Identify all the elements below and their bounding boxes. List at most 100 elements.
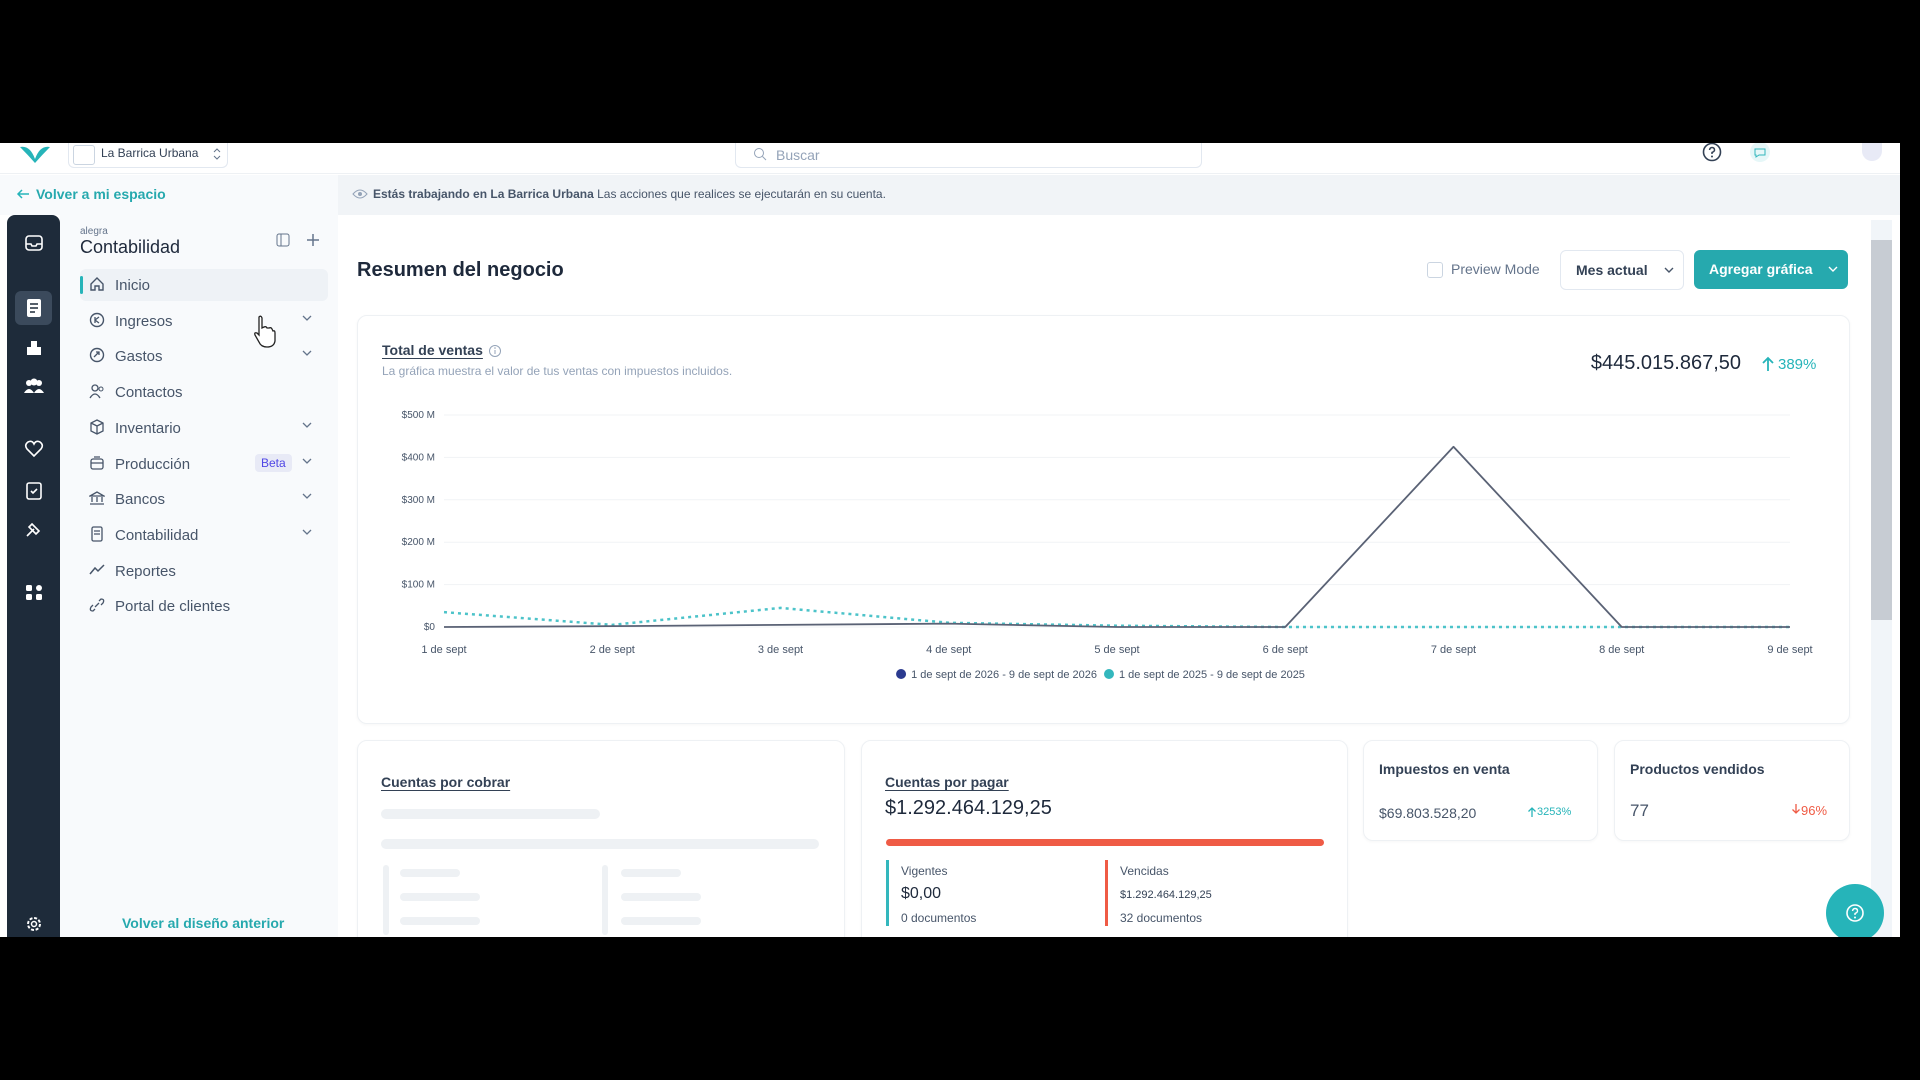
rail-inbox[interactable] bbox=[24, 234, 44, 252]
current-docs: 0 documentos bbox=[901, 911, 977, 925]
legend-label: 1 de sept de 2026 - 9 de sept de 2026 bbox=[911, 669, 1097, 681]
sidebar: alegra Contabilidad bbox=[60, 215, 338, 937]
notice: Estás trabajando en La Barrica Urbana La… bbox=[373, 187, 886, 201]
y-tick-label: $200 M bbox=[402, 537, 435, 548]
x-tick-label: 8 de sept bbox=[1599, 644, 1644, 656]
old-design-link[interactable]: Volver al diseño anterior bbox=[122, 915, 285, 931]
company-selector[interactable]: La Barrica Urbana bbox=[68, 143, 228, 168]
preview-checkbox[interactable] bbox=[1427, 262, 1443, 278]
nav-item[interactable]: Bancos bbox=[80, 483, 328, 515]
add-chart-button[interactable]: Agregar gráfica bbox=[1694, 250, 1848, 289]
sales-total: $445.015.867,50 bbox=[1590, 352, 1741, 374]
info-icon[interactable] bbox=[488, 344, 502, 358]
nav-icon bbox=[89, 348, 105, 363]
back-arrow bbox=[16, 189, 29, 199]
payables-total: $1.292.464.129,25 bbox=[885, 797, 1052, 819]
nav-item[interactable]: Gastos bbox=[80, 340, 328, 372]
skeleton bbox=[602, 865, 608, 935]
notice-bar: Estás trabajando en La Barrica Urbana La… bbox=[338, 175, 1900, 215]
active-marker bbox=[80, 276, 83, 294]
y-tick-label: $400 M bbox=[402, 452, 435, 463]
collapse-icon[interactable] bbox=[276, 233, 290, 247]
y-tick-label: $300 M bbox=[402, 495, 435, 506]
nav-label: Reportes bbox=[115, 562, 176, 580]
chart-title[interactable]: Total de ventas bbox=[382, 342, 483, 358]
x-tick-label: 3 de sept bbox=[758, 644, 803, 656]
y-tick-label: $0 bbox=[424, 622, 436, 633]
help-icon[interactable] bbox=[1701, 143, 1723, 165]
avatar[interactable] bbox=[1862, 143, 1882, 161]
skeleton bbox=[621, 869, 681, 877]
nav-label: Contabilidad bbox=[115, 526, 199, 544]
skeleton bbox=[621, 893, 701, 901]
nav-icon bbox=[89, 598, 105, 612]
legend-item: 1 de sept de 2025 - 9 de sept de 2025 bbox=[1104, 669, 1305, 681]
nav-item[interactable]: Producción Beta bbox=[80, 448, 328, 480]
chat-icon[interactable] bbox=[1748, 143, 1772, 167]
nav-icon bbox=[89, 564, 105, 575]
nav-label: Inicio bbox=[115, 277, 151, 294]
add-icon[interactable] bbox=[306, 233, 320, 247]
chevron bbox=[1828, 266, 1838, 272]
app: La Barrica Urbana Buscar Volver a mi esp… bbox=[0, 143, 1900, 937]
legend-item: 1 de sept de 2026 - 9 de sept de 2026 bbox=[896, 669, 1097, 681]
nav-item[interactable]: Portal de clientes bbox=[80, 590, 328, 622]
products-amount: 77 bbox=[1630, 801, 1649, 820]
rail-tasks[interactable] bbox=[25, 480, 43, 500]
search-box[interactable]: Buscar bbox=[735, 143, 1202, 168]
nav-icon bbox=[89, 491, 105, 505]
sales-change: 389% bbox=[1778, 356, 1817, 373]
skeleton bbox=[381, 839, 819, 849]
nav-icon bbox=[90, 277, 104, 291]
rail-health[interactable] bbox=[24, 440, 44, 458]
skeleton bbox=[621, 917, 701, 925]
nav-item[interactable]: Inventario bbox=[80, 412, 328, 444]
x-tick-label: 4 de sept bbox=[926, 644, 971, 656]
series-line bbox=[443, 606, 1790, 629]
icon-rail bbox=[7, 215, 60, 937]
nav-item[interactable]: Inicio bbox=[80, 269, 328, 301]
nav-label: Ingresos bbox=[115, 312, 173, 330]
period-button[interactable]: Mes actual bbox=[1560, 250, 1684, 290]
nav-chevron bbox=[302, 350, 312, 357]
rail-settings[interactable] bbox=[25, 915, 43, 933]
scrollbar[interactable] bbox=[1871, 220, 1892, 937]
help-button[interactable] bbox=[1826, 884, 1884, 937]
tax-title: Impuestos en venta bbox=[1379, 761, 1510, 777]
company-name: La Barrica Urbana bbox=[101, 146, 199, 160]
rail-tools[interactable] bbox=[24, 521, 44, 539]
y-tick-label: $500 M bbox=[402, 410, 435, 421]
scroll-thumb[interactable] bbox=[1871, 240, 1892, 620]
chevron bbox=[1664, 267, 1674, 273]
nav-item[interactable]: Contabilidad bbox=[80, 519, 328, 551]
rail-pos[interactable] bbox=[24, 338, 44, 356]
nav-chevron bbox=[302, 315, 312, 321]
nav-item[interactable]: Contactos bbox=[80, 376, 328, 408]
nav-item[interactable]: Reportes bbox=[80, 555, 328, 587]
skeleton bbox=[381, 809, 600, 819]
x-tick-label: 7 de sept bbox=[1431, 644, 1476, 656]
help-icon bbox=[1846, 904, 1864, 922]
up-arrow bbox=[1528, 807, 1536, 817]
nav-chevron bbox=[302, 422, 312, 428]
rail-apps[interactable] bbox=[24, 583, 44, 603]
search-placeholder: Buscar bbox=[776, 147, 820, 163]
nav-item[interactable]: Ingresos bbox=[80, 305, 328, 337]
x-tick-label: 2 de sept bbox=[590, 644, 635, 656]
brand: Contabilidad bbox=[80, 237, 181, 257]
x-tick-label: 1 de sept bbox=[421, 644, 466, 656]
brand-small: alegra bbox=[80, 226, 108, 237]
products-card: Productos vendidos 77 96% bbox=[1614, 740, 1850, 841]
overdue-docs: 32 documentos bbox=[1120, 911, 1203, 925]
notice-bold: Estás trabajando en La Barrica Urbana bbox=[373, 187, 594, 201]
period-label: Mes actual bbox=[1576, 262, 1648, 278]
sales-card: Total de ventas La gráfica muestra el va… bbox=[357, 315, 1850, 724]
rail-people[interactable] bbox=[23, 377, 45, 395]
nav-label: Bancos bbox=[115, 491, 166, 509]
payables-title[interactable]: Cuentas por pagar bbox=[885, 774, 1009, 790]
legend-label: 1 de sept de 2025 - 9 de sept de 2025 bbox=[1119, 669, 1305, 681]
rail-accounting[interactable] bbox=[25, 298, 43, 318]
receivables-title[interactable]: Cuentas por cobrar bbox=[381, 774, 511, 790]
nav-icon bbox=[90, 455, 104, 470]
back-link[interactable]: Volver a mi espacio bbox=[36, 186, 166, 202]
